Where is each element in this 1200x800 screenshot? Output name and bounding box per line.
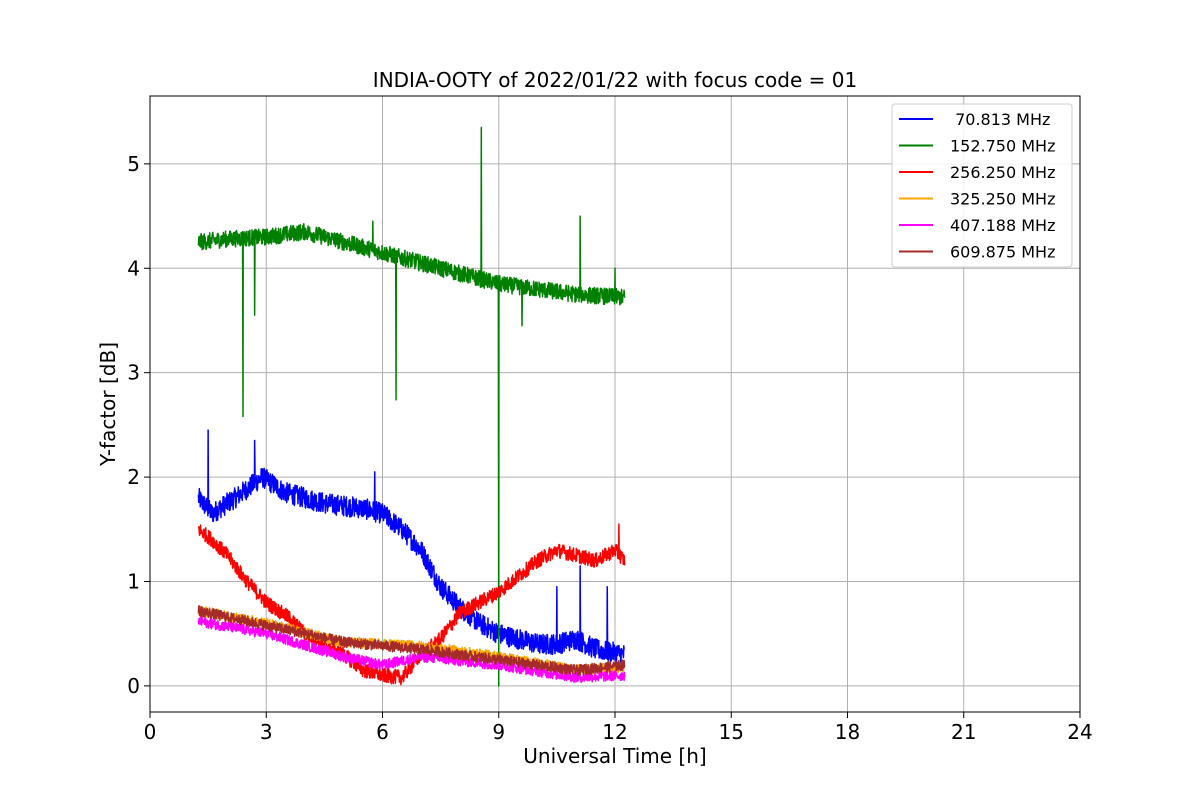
legend: 70.813 MHz 152.750 MHz 256.250 MHz 325.250 …	[891, 103, 1073, 268]
x-tick-label: 21	[951, 720, 976, 744]
x-tick-label: 3	[260, 720, 273, 744]
legend-label: 325.250 MHz	[950, 190, 1055, 209]
series-line-2	[197, 523, 626, 686]
legend-label: 152.750 MHz	[950, 137, 1055, 156]
legend-label: 407.188 MHz	[950, 216, 1055, 235]
legend-label: 70.813 MHz	[950, 110, 1050, 129]
x-tick-label: 0	[144, 720, 157, 744]
y-tick-label: 3	[127, 361, 140, 385]
y-axis-label: Y-factor [dB]	[96, 342, 120, 467]
x-tick-label: 12	[602, 720, 627, 744]
x-tick-label: 6	[376, 720, 389, 744]
y-tick-label: 4	[127, 256, 140, 280]
series-line-5	[197, 605, 626, 676]
y-tick-label: 1	[127, 569, 140, 593]
series-line-1	[197, 126, 626, 687]
legend-box	[891, 103, 1073, 268]
legend-label: 256.250 MHz	[950, 163, 1055, 182]
legend-label: 609.875 MHz	[950, 243, 1055, 262]
x-tick-label: 24	[1067, 720, 1092, 744]
y-tick-label: 5	[127, 152, 140, 176]
series-line-0	[197, 429, 626, 665]
y-tick-label: 2	[127, 465, 140, 489]
chart-title: INDIA-OOTY of 2022/01/22 with focus code…	[373, 68, 857, 92]
x-tick-label: 15	[719, 720, 744, 744]
x-tick-label: 18	[835, 720, 860, 744]
y-tick-label: 0	[127, 674, 140, 698]
x-tick-label: 9	[492, 720, 505, 744]
x-axis-label: Universal Time [h]	[523, 744, 706, 768]
series-lines	[197, 126, 626, 687]
